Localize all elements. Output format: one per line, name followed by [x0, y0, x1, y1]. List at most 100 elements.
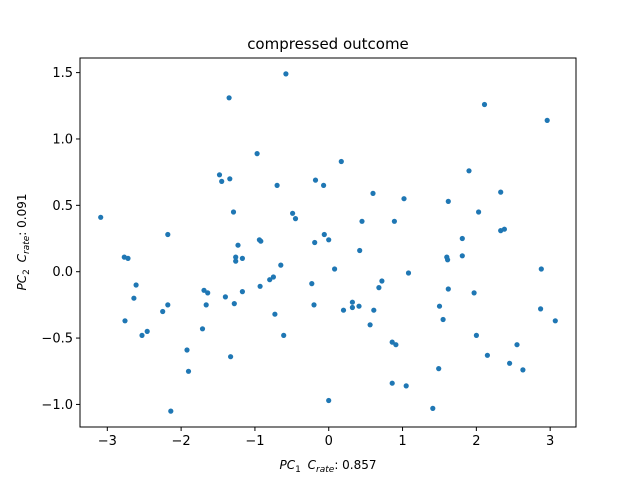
data-point	[520, 367, 526, 373]
data-point	[125, 255, 131, 261]
data-point	[272, 311, 278, 317]
data-point	[228, 354, 234, 360]
data-point	[445, 198, 451, 204]
data-point	[122, 318, 128, 324]
x-axis-ticks: −3 −2 −1 0 1 2 3	[98, 427, 554, 449]
data-point	[309, 281, 315, 287]
data-point	[270, 274, 276, 280]
chart-title: compressed outcome	[247, 35, 409, 53]
data-point	[205, 290, 211, 296]
data-point	[481, 101, 488, 108]
data-point	[184, 347, 190, 353]
data-point	[222, 294, 228, 300]
data-point	[484, 352, 490, 358]
y-tick-label: 0.0	[52, 265, 73, 280]
data-point	[258, 238, 264, 244]
data-point	[321, 231, 327, 238]
data-point	[231, 301, 237, 307]
data-point	[312, 177, 319, 183]
data-point	[239, 289, 245, 295]
data-point	[226, 95, 232, 101]
data-point	[514, 342, 520, 348]
data-point	[476, 209, 482, 215]
data-point	[466, 168, 472, 174]
data-point	[98, 214, 104, 220]
data-point	[359, 218, 365, 224]
data-point	[278, 262, 284, 268]
y-tick-label: −1.0	[41, 398, 73, 413]
x-tick-label: −3	[98, 434, 117, 449]
y-axis-label: PC2 Crate: 0.091	[15, 193, 32, 290]
data-point	[389, 339, 395, 345]
data-point	[393, 342, 399, 348]
data-point	[356, 303, 362, 309]
data-point	[349, 299, 355, 305]
data-point	[459, 253, 465, 259]
data-point	[538, 266, 544, 272]
data-point	[227, 176, 233, 182]
data-point	[459, 235, 465, 242]
data-point	[292, 216, 299, 222]
x-tick-label: 3	[546, 434, 554, 449]
data-point	[436, 303, 443, 309]
data-point	[501, 226, 507, 232]
data-point	[267, 277, 273, 283]
data-point	[403, 383, 409, 389]
data-point	[430, 405, 436, 411]
data-point	[230, 209, 237, 215]
y-axis-ticks: −1.0 −0.5 0.0 0.5 1.0 1.5	[41, 66, 80, 413]
data-point	[233, 254, 239, 260]
data-point	[379, 278, 385, 284]
data-point	[254, 151, 260, 157]
data-point	[199, 326, 206, 332]
x-tick-label: −1	[245, 434, 264, 449]
data-point	[257, 283, 263, 289]
data-point	[436, 366, 442, 372]
data-point	[321, 182, 327, 188]
data-point	[349, 304, 355, 311]
data-point	[283, 71, 289, 77]
data-point	[160, 308, 166, 315]
data-point	[376, 285, 382, 291]
data-point	[165, 231, 171, 238]
data-point	[131, 295, 137, 301]
y-tick-label: 1.5	[52, 66, 73, 81]
data-point	[445, 286, 451, 292]
data-point	[391, 218, 397, 224]
data-point	[440, 316, 446, 323]
data-point	[290, 210, 296, 216]
data-point	[367, 322, 373, 328]
data-point	[498, 189, 504, 195]
data-point	[165, 302, 171, 308]
y-tick-label: 1.0	[52, 132, 73, 147]
data-point	[405, 270, 412, 276]
data-point	[281, 332, 287, 338]
data-point	[274, 182, 280, 188]
data-point	[326, 397, 332, 404]
data-point	[538, 306, 544, 312]
data-point	[338, 158, 344, 165]
data-point	[370, 190, 376, 196]
data-point	[219, 178, 225, 184]
data-point	[133, 282, 139, 288]
x-tick-label: −2	[172, 434, 191, 449]
data-point	[312, 239, 318, 246]
x-tick-label: 1	[398, 434, 406, 449]
data-point	[201, 287, 207, 293]
y-tick-label: 0.5	[52, 199, 73, 214]
data-point	[552, 318, 558, 324]
data-point	[311, 302, 317, 308]
data-point	[471, 290, 477, 296]
x-tick-label: 0	[325, 434, 333, 449]
data-point	[401, 196, 407, 202]
data-point	[233, 258, 239, 264]
data-point	[168, 408, 174, 414]
data-point	[185, 368, 192, 374]
x-tick-label: 2	[472, 434, 480, 449]
data-point	[544, 117, 550, 123]
data-point	[371, 307, 377, 313]
data-point	[144, 328, 150, 334]
plot-frame	[79, 57, 577, 428]
